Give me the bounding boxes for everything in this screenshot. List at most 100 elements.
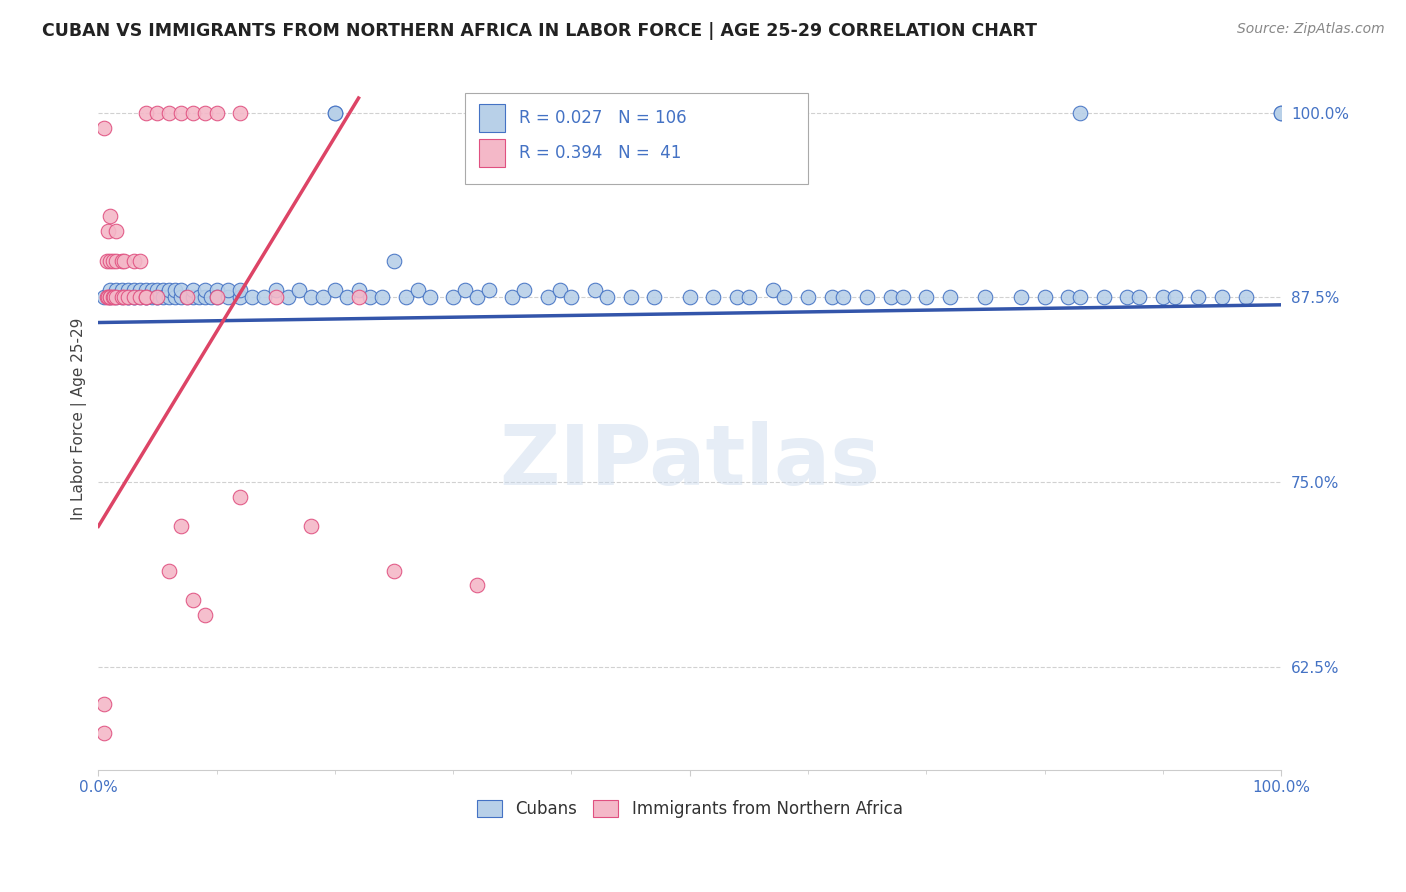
Point [128,290,150,304]
Point [406,283,429,297]
Point [501,290,523,304]
Point [105,290,128,304]
Point [135,290,157,304]
Point [323,105,346,120]
Point [371,290,394,304]
Point [336,290,359,304]
Point [105,283,128,297]
Point [170,105,193,120]
Text: R = 0.394   N =  41: R = 0.394 N = 41 [519,144,682,161]
Point [323,105,346,120]
Point [560,290,582,304]
Point [200,290,222,304]
Point [264,290,287,304]
Point [112,290,135,304]
Point [141,283,163,297]
Point [537,290,560,304]
Point [312,290,335,304]
Point [465,578,488,592]
Point [1069,290,1091,304]
Point [105,224,128,238]
Point [465,290,488,304]
Point [299,290,322,304]
Point [170,290,193,304]
Point [181,593,204,607]
Point [643,290,665,304]
Text: CUBAN VS IMMIGRANTS FROM NORTHERN AFRICA IN LABOR FORCE | AGE 25-29 CORRELATION : CUBAN VS IMMIGRANTS FROM NORTHERN AFRICA… [42,22,1038,40]
Point [583,283,606,297]
Point [454,283,477,297]
Point [181,283,204,297]
Point [821,290,844,304]
Point [157,105,180,120]
Point [253,290,276,304]
FancyBboxPatch shape [479,103,505,132]
Point [596,290,619,304]
Point [128,290,150,304]
Point [93,120,115,135]
Point [939,290,962,304]
Point [205,290,228,304]
Point [797,290,820,304]
Point [478,283,501,297]
Point [619,290,641,304]
Point [1270,105,1292,120]
Point [157,564,180,578]
Point [146,105,169,120]
Point [93,290,115,304]
Point [128,283,150,297]
Point [97,224,120,238]
Point [1152,290,1174,304]
Point [1033,290,1056,304]
Point [1211,290,1233,304]
Point [122,290,145,304]
Point [832,290,855,304]
Point [347,290,370,304]
Point [146,290,169,304]
Text: R = 0.027   N = 106: R = 0.027 N = 106 [519,109,688,127]
Point [725,290,748,304]
Point [105,253,128,268]
Point [359,290,381,304]
Point [1092,290,1115,304]
Point [181,105,204,120]
Point [98,290,121,304]
Point [229,290,252,304]
Point [761,283,783,297]
Point [98,290,121,304]
Point [773,290,796,304]
Point [738,290,761,304]
Point [122,290,145,304]
FancyBboxPatch shape [479,138,505,167]
Point [915,290,938,304]
Point [395,290,418,304]
Point [264,283,287,297]
Point [152,283,174,297]
Point [157,290,180,304]
Point [288,283,311,297]
Point [165,283,187,297]
Point [176,290,198,304]
Point [128,253,150,268]
Point [974,290,997,304]
Point [103,290,125,304]
Point [101,253,124,268]
Point [323,283,346,297]
Point [152,290,174,304]
Point [187,290,209,304]
Point [891,290,914,304]
Point [97,290,120,304]
Point [170,519,193,533]
Point [98,283,121,297]
Point [1057,290,1080,304]
Point [98,209,121,223]
Point [217,283,239,297]
Point [229,490,252,504]
Point [141,290,163,304]
Point [205,105,228,120]
Point [146,283,169,297]
Point [122,290,145,304]
Point [122,283,145,297]
Point [135,283,157,297]
Point [135,290,157,304]
